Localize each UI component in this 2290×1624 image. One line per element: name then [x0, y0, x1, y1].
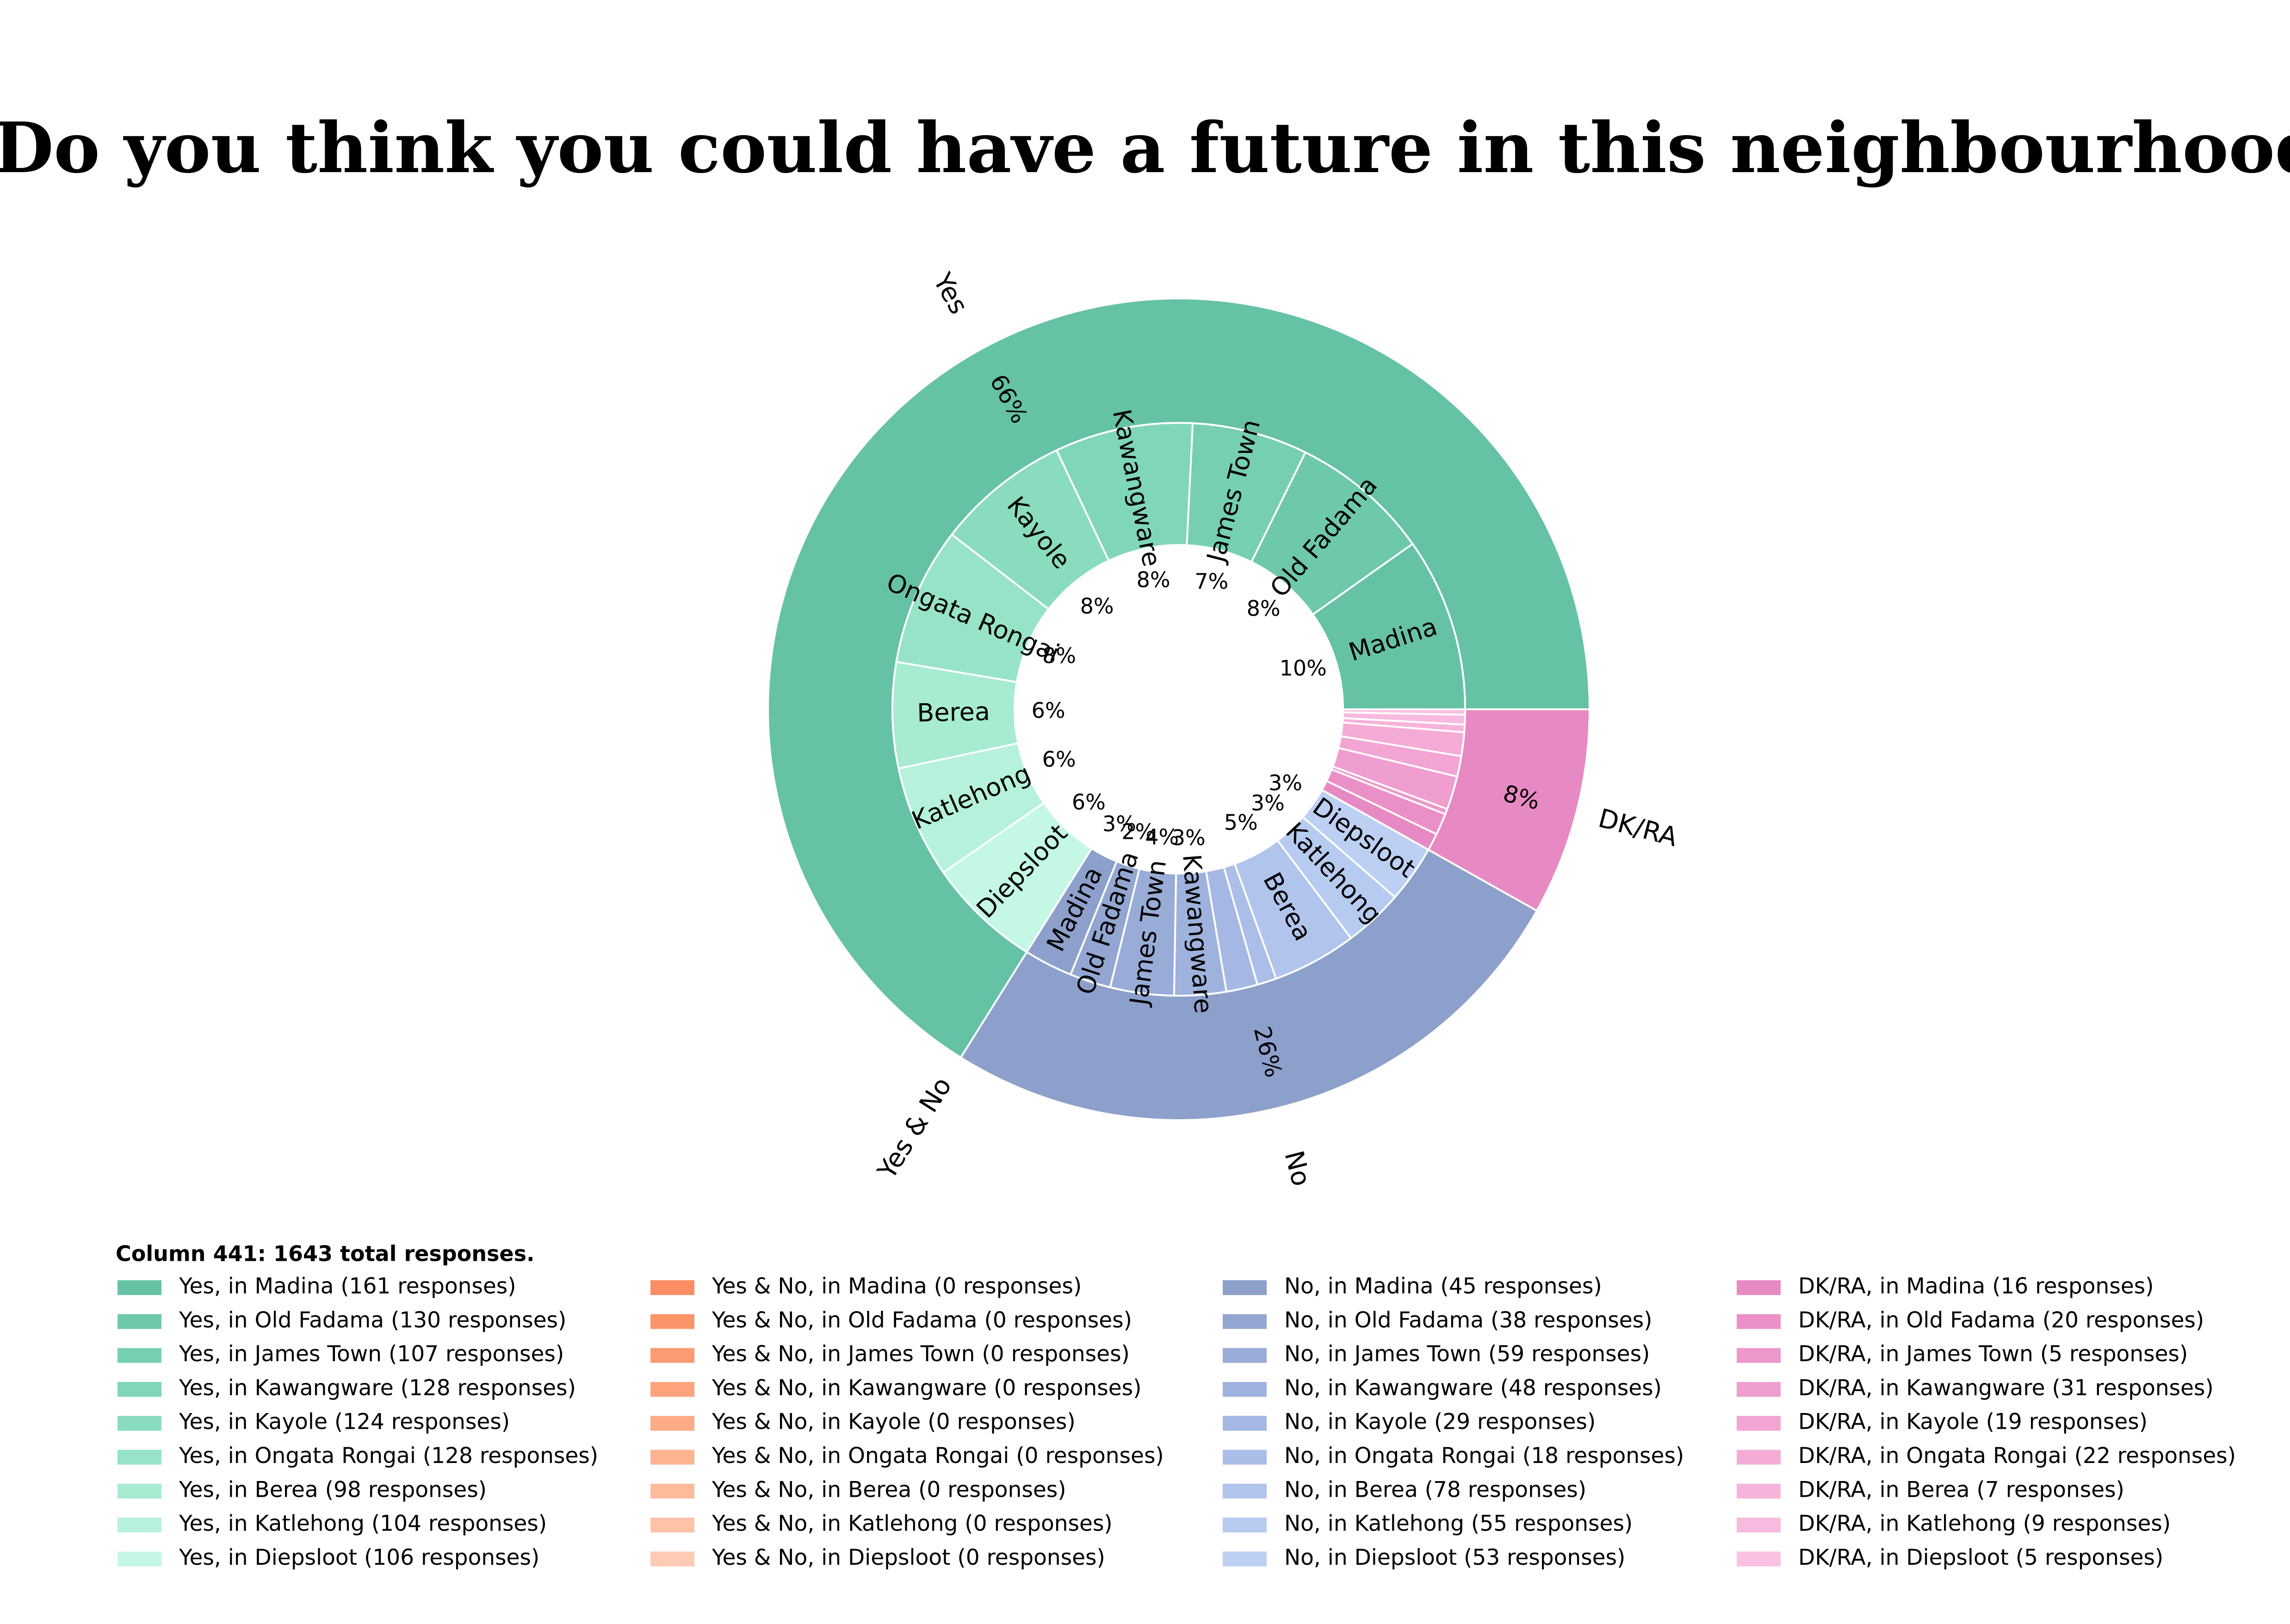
legend-label: No, in Diepsloot (53 responses) [1284, 1545, 1625, 1570]
legend-swatch [650, 1416, 694, 1431]
legend-label: No, in Kayole (29 responses) [1284, 1409, 1596, 1435]
segment-percent: 4% [1145, 824, 1179, 849]
legend-swatch [1737, 1416, 1781, 1431]
segment-percent: 6% [1042, 747, 1076, 772]
legend-label: Yes, in Madina (161 responses) [179, 1274, 516, 1299]
legend-label: Yes & No, in Berea (0 responses) [712, 1477, 1066, 1502]
segment-percent: 3% [1172, 825, 1206, 850]
legend-label: DK/RA, in Old Fadama (20 responses) [1798, 1308, 2204, 1333]
legend-swatch [1737, 1314, 1781, 1329]
legend-label: Yes, in James Town (107 responses) [179, 1341, 564, 1367]
legend-swatch [1737, 1280, 1781, 1295]
segment-percent: 8% [1042, 643, 1076, 668]
legend-swatch [650, 1551, 694, 1567]
legend-label: Yes, in Katlehong (104 responses) [179, 1511, 547, 1537]
legend-label: Yes & No, in Kayole (0 responses) [712, 1409, 1076, 1435]
legend-swatch [118, 1483, 161, 1499]
legend-label: Yes & No, in Madina (0 responses) [712, 1274, 1082, 1299]
legend-label: No, in Kawangware (48 responses) [1284, 1375, 1662, 1401]
legend-swatch [118, 1348, 161, 1363]
legend-swatch [1737, 1450, 1781, 1465]
legend-swatch [1223, 1416, 1267, 1431]
legend-swatch [118, 1551, 161, 1567]
legend-swatch [650, 1450, 694, 1465]
legend-label: DK/RA, in Berea (7 responses) [1798, 1477, 2124, 1502]
segment-percent: 6% [1032, 698, 1065, 723]
legend-label: Yes, in Diepsloot (106 responses) [179, 1545, 539, 1570]
legend-label: No, in James Town (59 responses) [1284, 1341, 1650, 1367]
legend-label: DK/RA, in Kayole (19 responses) [1798, 1409, 2148, 1435]
legend-swatch [1223, 1280, 1267, 1295]
legend-label: No, in Katlehong (55 responses) [1284, 1511, 1633, 1537]
segment-label: Berea [917, 697, 990, 727]
legend-label: Yes & No, in Old Fadama (0 responses) [712, 1308, 1132, 1333]
legend-label: DK/RA, in Ongata Rongai (22 responses) [1798, 1443, 2236, 1469]
segment-percent: 8% [1247, 596, 1281, 621]
segment-percent: 3% [1251, 791, 1285, 816]
group-label: Yes [927, 268, 974, 319]
legend-label: Yes, in Old Fadama (130 responses) [179, 1308, 566, 1333]
legend-swatch [118, 1280, 161, 1295]
segment-percent: 2% [1121, 819, 1155, 844]
segment-percent: 10% [1280, 656, 1327, 681]
legend-swatch [1223, 1348, 1267, 1363]
legend-label: No, in Berea (78 responses) [1284, 1477, 1586, 1502]
legend-swatch [1223, 1518, 1267, 1533]
legend-swatch [1737, 1382, 1781, 1397]
legend-swatch [118, 1416, 161, 1431]
legend-swatch [1737, 1518, 1781, 1533]
legend-swatch [118, 1382, 161, 1397]
legend-label: DK/RA, in Diepsloot (5 responses) [1798, 1545, 2163, 1570]
legend-swatch [1223, 1382, 1267, 1397]
legend-swatch [1223, 1483, 1267, 1499]
legend-label: Yes, in Kawangware (128 responses) [179, 1375, 576, 1401]
legend-title: Column 441: 1643 total responses. [116, 1241, 534, 1266]
legend-swatch [118, 1518, 161, 1533]
legend-label: No, in Old Fadama (38 responses) [1284, 1308, 1652, 1333]
segment-percent: 5% [1224, 810, 1258, 835]
legend-swatch [1223, 1314, 1267, 1329]
group-label: Yes & No [872, 1072, 958, 1185]
legend-label: No, in Madina (45 responses) [1284, 1274, 1602, 1299]
legend-swatch [650, 1483, 694, 1499]
legend-swatch [1737, 1551, 1781, 1567]
segment-percent: 8% [1080, 594, 1114, 619]
legend-label: DK/RA, in Katlehong (9 responses) [1798, 1511, 2171, 1537]
legend-label: Yes & No, in Diepsloot (0 responses) [712, 1545, 1105, 1570]
legend-swatch [650, 1518, 694, 1533]
legend-swatch [1737, 1483, 1781, 1499]
legend-label: Yes & No, in Ongata Rongai (0 responses) [712, 1443, 1164, 1469]
segment-arc [1342, 708, 1467, 716]
group-label: DK/RA [1595, 803, 1680, 853]
legend-label: No, in Ongata Rongai (18 responses) [1284, 1443, 1684, 1469]
legend-swatch [1737, 1348, 1781, 1363]
legend-label: DK/RA, in James Town (5 responses) [1798, 1341, 2188, 1367]
legend-label: Yes, in Kayole (124 responses) [179, 1409, 510, 1435]
legend-label: Yes & No, in James Town (0 responses) [712, 1341, 1130, 1367]
legend-swatch [650, 1280, 694, 1295]
legend-swatch [650, 1314, 694, 1329]
legend-swatch [1223, 1450, 1267, 1465]
legend-swatch [1223, 1551, 1267, 1567]
segment-percent: 3% [1269, 770, 1302, 795]
chart-title: ”Do you think you could have a future in… [0, 107, 2290, 189]
segment-percent: 7% [1195, 569, 1228, 594]
legend-label: Yes, in Berea (98 responses) [179, 1477, 487, 1502]
legend-label: DK/RA, in Madina (16 responses) [1798, 1274, 2154, 1299]
segment-arc [1312, 542, 1467, 710]
group-label: No [1278, 1148, 1316, 1190]
legend-swatch [118, 1314, 161, 1329]
legend-label: DK/RA, in Kawangware (31 responses) [1798, 1375, 2214, 1401]
legend-swatch [650, 1348, 694, 1363]
legend-label: Yes & No, in Katlehong (0 responses) [712, 1511, 1113, 1537]
segment-percent: 8% [1137, 567, 1170, 592]
legend-label: Yes, in Ongata Rongai (128 responses) [179, 1443, 598, 1469]
segment-percent: 3% [1102, 812, 1136, 837]
legend-swatch [118, 1450, 161, 1465]
segment-percent: 6% [1072, 790, 1106, 815]
legend-swatch [650, 1382, 694, 1397]
legend-label: Yes & No, in Kawangware (0 responses) [712, 1375, 1142, 1401]
